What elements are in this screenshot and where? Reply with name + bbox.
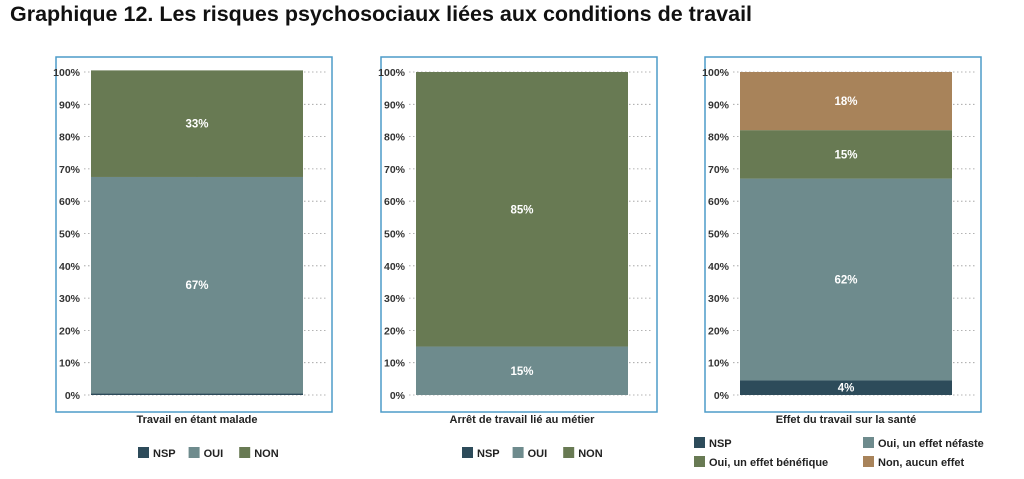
- y-tick-label: 20%: [384, 325, 406, 337]
- chart-panel-1: 0% 10% 20% 30% 40% 50% 60% 70% 80% 90% 100% 67% 33% T…: [53, 56, 333, 460]
- data-label: 67%: [185, 280, 208, 292]
- y-tick-label: 40%: [708, 261, 730, 273]
- legend-swatch: [188, 447, 200, 458]
- y-tick-label: 100%: [53, 67, 81, 79]
- y-tick-label: 50%: [708, 229, 730, 241]
- legend: NSP Oui, un effet néfaste Oui, un effet bé…: [694, 437, 984, 469]
- legend-swatch: [694, 437, 705, 448]
- y-tick-label: 40%: [384, 261, 406, 273]
- legend-label: Oui, un effet bénéfique: [709, 457, 828, 469]
- legend-swatch: [694, 456, 705, 467]
- legend-swatch: [563, 447, 575, 458]
- y-tick-label: 0%: [714, 390, 730, 402]
- y-tick-label: 70%: [708, 164, 730, 176]
- y-tick-label: 30%: [59, 293, 81, 305]
- x-category-label: Arrêt de travail lié au métier: [450, 414, 596, 426]
- legend-label: NON: [254, 448, 279, 460]
- legend-label: OUI: [528, 448, 548, 460]
- legend-swatch: [512, 447, 524, 458]
- y-tick-label: 20%: [59, 325, 81, 337]
- data-label: 15%: [510, 366, 533, 378]
- data-label: 18%: [834, 96, 857, 108]
- y-tick-label: 30%: [708, 293, 730, 305]
- legend-swatch: [138, 447, 149, 458]
- data-label: 15%: [834, 149, 857, 161]
- y-tick-label: 50%: [59, 229, 81, 241]
- y-tick-label: 0%: [65, 390, 81, 402]
- y-tick-label: 80%: [384, 132, 406, 144]
- plot-frame: [55, 56, 333, 413]
- legend-label: NSP: [477, 448, 500, 460]
- data-label: 62%: [834, 275, 857, 287]
- y-tick-label: 80%: [59, 132, 81, 144]
- legend-label: Oui, un effet néfaste: [878, 438, 984, 450]
- bar-segment-non: [91, 70, 303, 177]
- x-category-label: Travail en étant malade: [136, 414, 257, 426]
- bar-segment-nsp: [740, 380, 952, 395]
- y-tick-label: 60%: [59, 196, 81, 208]
- legend-swatch: [239, 447, 251, 458]
- legend-swatch: [462, 447, 473, 458]
- y-tick-label: 70%: [384, 164, 406, 176]
- bar-segment-oui-un-effet-n-faste: [740, 178, 952, 381]
- y-tick-label: 40%: [59, 261, 81, 273]
- data-label: 85%: [510, 204, 533, 216]
- bar-segment-non-aucun-effet: [740, 72, 952, 131]
- bar-segment-non: [416, 72, 628, 347]
- y-tick-label: 100%: [378, 67, 406, 79]
- y-tick-label: 10%: [708, 358, 730, 370]
- y-tick-label: 50%: [384, 229, 406, 241]
- y-tick-label: 10%: [59, 358, 81, 370]
- plot-frame: [704, 56, 982, 413]
- y-tick-label: 0%: [390, 390, 406, 402]
- y-tick-label: 20%: [708, 325, 730, 337]
- y-tick-label: 10%: [384, 358, 406, 370]
- y-tick-label: 100%: [702, 67, 730, 79]
- legend: NSP OUI NON: [462, 447, 603, 460]
- legend: NSP OUI NON: [138, 447, 279, 460]
- legend-label: NSP: [153, 448, 176, 460]
- legend-swatch: [863, 437, 874, 448]
- legend-label: NON: [578, 448, 603, 460]
- y-tick-label: 90%: [384, 99, 406, 111]
- y-tick-label: 70%: [59, 164, 81, 176]
- y-tick-label: 90%: [59, 99, 81, 111]
- bar-segment-oui: [416, 346, 628, 395]
- chart-panel-3: 0% 10% 20% 30% 40% 50% 60% 70% 80% 90% 100% 4% 62% 15…: [694, 56, 984, 469]
- legend-label: OUI: [204, 448, 224, 460]
- bar-segment-oui-un-effet-b-n-fique: [740, 130, 952, 179]
- y-tick-label: 60%: [708, 196, 730, 208]
- plot-frame: [380, 56, 658, 413]
- legend-label: NSP: [709, 438, 732, 450]
- legend-swatch: [863, 456, 874, 467]
- chart-title: Graphique 12. Les risques psychosociaux …: [10, 2, 753, 26]
- y-tick-label: 80%: [708, 132, 730, 144]
- bar-segment-oui: [91, 176, 303, 394]
- y-tick-label: 30%: [384, 293, 406, 305]
- x-category-label: Effet du travail sur la santé: [776, 414, 917, 426]
- y-tick-label: 90%: [708, 99, 730, 111]
- legend-label: Non, aucun effet: [878, 457, 965, 469]
- bar-segment-nsp: [91, 393, 303, 395]
- data-label: 4%: [838, 383, 855, 395]
- data-label: 33%: [185, 119, 208, 131]
- y-tick-label: 60%: [384, 196, 406, 208]
- chart-panel-2: 0% 10% 20% 30% 40% 50% 60% 70% 80% 90% 100% 15% 85% A…: [378, 56, 658, 460]
